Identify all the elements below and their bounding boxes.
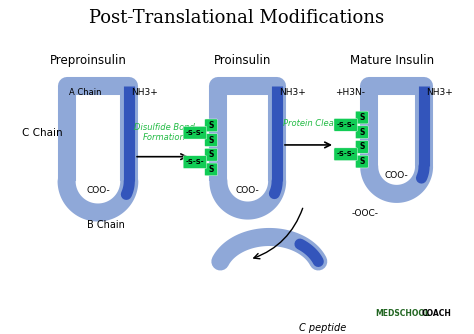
Text: Mature Insulin: Mature Insulin: [350, 54, 434, 67]
Text: Proinsulin: Proinsulin: [214, 54, 272, 67]
FancyBboxPatch shape: [205, 148, 218, 161]
Text: C Chain: C Chain: [22, 128, 63, 138]
Text: S: S: [209, 136, 214, 145]
Text: S: S: [359, 128, 365, 137]
Text: S: S: [209, 150, 214, 159]
Text: -S-S-: -S-S-: [186, 159, 204, 165]
Text: S: S: [359, 142, 365, 151]
Text: COO-: COO-: [385, 171, 409, 180]
Text: -S-S-: -S-S-: [186, 130, 204, 136]
FancyBboxPatch shape: [183, 126, 207, 139]
Text: +H3N-: +H3N-: [335, 88, 365, 97]
Text: NH3+: NH3+: [131, 88, 158, 97]
Text: C peptide: C peptide: [299, 323, 346, 333]
FancyBboxPatch shape: [334, 119, 357, 131]
Text: S: S: [209, 165, 214, 174]
Text: S: S: [359, 157, 365, 166]
FancyBboxPatch shape: [205, 163, 218, 176]
Text: S: S: [209, 121, 214, 130]
Text: Protein Cleavage: Protein Cleavage: [283, 119, 354, 128]
Text: MEDSCHOOL: MEDSCHOOL: [375, 309, 430, 318]
Text: COACH: COACH: [422, 309, 452, 318]
Text: COO-: COO-: [86, 186, 110, 195]
Text: -OOC-: -OOC-: [352, 209, 379, 218]
FancyBboxPatch shape: [356, 155, 368, 168]
Text: -S-S-: -S-S-: [337, 151, 355, 157]
FancyBboxPatch shape: [356, 141, 368, 153]
FancyBboxPatch shape: [356, 111, 368, 124]
Text: B Chain: B Chain: [87, 220, 125, 230]
Text: Disulfide Bond
Formation: Disulfide Bond Formation: [134, 123, 194, 142]
Text: -S-S-: -S-S-: [337, 122, 355, 128]
FancyBboxPatch shape: [183, 156, 207, 168]
Text: NH3+: NH3+: [426, 88, 453, 97]
FancyBboxPatch shape: [356, 126, 368, 139]
Text: Preproinsulin: Preproinsulin: [50, 54, 127, 67]
FancyBboxPatch shape: [205, 134, 218, 146]
Text: Post-Translational Modifications: Post-Translational Modifications: [90, 9, 384, 27]
Text: COO-: COO-: [236, 186, 260, 195]
Text: A Chain: A Chain: [69, 88, 101, 97]
Text: S: S: [359, 113, 365, 122]
FancyBboxPatch shape: [334, 148, 357, 161]
FancyBboxPatch shape: [205, 119, 218, 132]
Text: NH3+: NH3+: [279, 88, 306, 97]
